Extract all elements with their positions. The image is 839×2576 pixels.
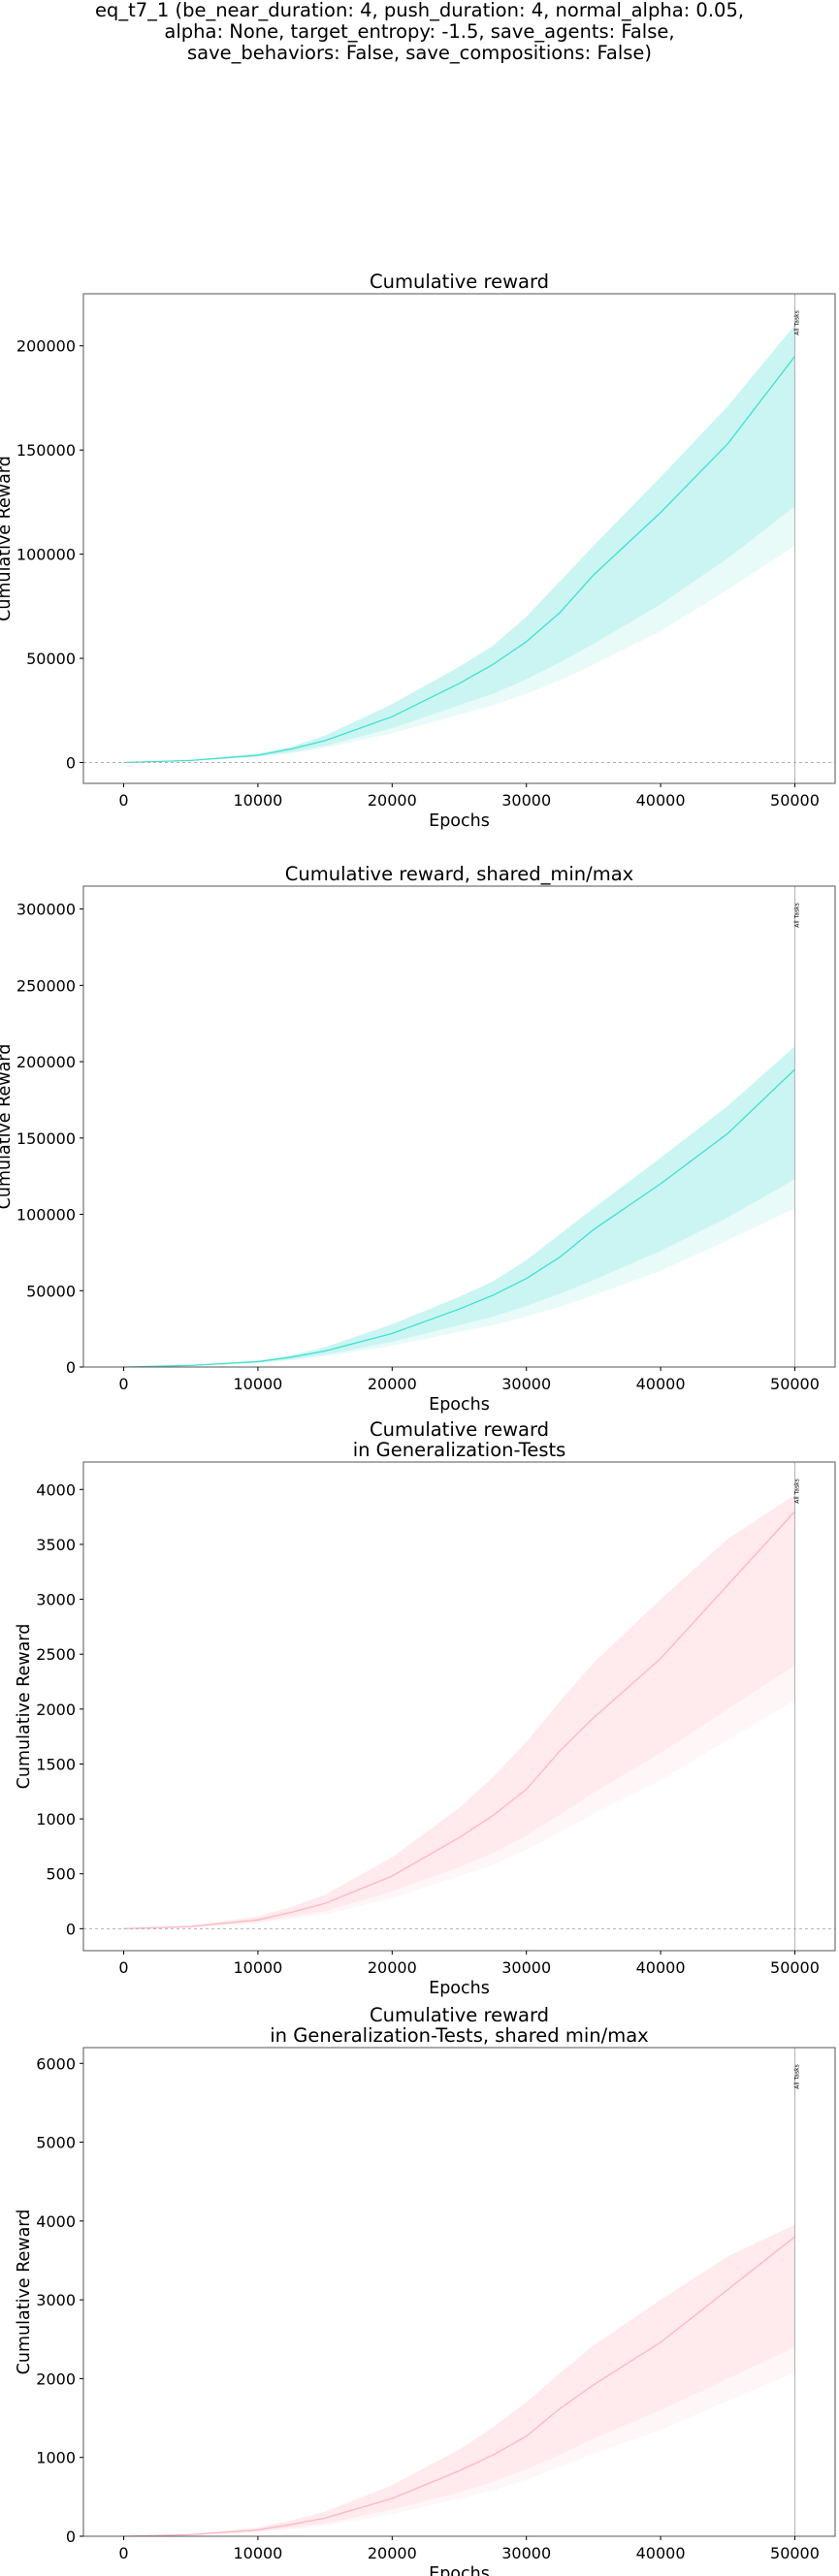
x-tick-label: 50000 (770, 1958, 820, 1977)
y-tick-label: 1500 (36, 1755, 76, 1773)
y-tick-label: 2000 (36, 2369, 76, 2388)
y-axis-label: Cumulative Reward (15, 1624, 34, 1790)
x-tick-label: 0 (118, 2544, 128, 2562)
y-tick-label: 0 (66, 1358, 76, 1377)
y-tick-label: 2500 (36, 1645, 76, 1664)
x-tick-label: 30000 (501, 2544, 551, 2562)
y-tick-label: 150000 (16, 1129, 76, 1148)
y-tick-label: 6000 (36, 2054, 76, 2073)
x-tick-label: 50000 (770, 2544, 820, 2562)
x-axis-label: Epochs (429, 1979, 490, 1998)
y-tick-label: 1000 (36, 1810, 76, 1829)
mean-line (123, 356, 796, 764)
x-tick-label: 0 (118, 1958, 128, 1977)
mean-line (123, 2236, 795, 2537)
min-max-band (123, 325, 795, 763)
x-tick-label: 20000 (368, 791, 417, 810)
x-tick-label: 50000 (770, 1375, 820, 1393)
x-tick-label: 20000 (368, 1375, 417, 1393)
x-axis-label: Epochs (429, 811, 490, 831)
figure-title-line: eq_t7_1 (be_near_duration: 4, push_durat… (94, 0, 745, 21)
y-tick-label: 500 (46, 1865, 76, 1884)
x-tick-label: 0 (118, 791, 128, 810)
x-tick-label: 10000 (233, 1958, 282, 1977)
x-tick-label: 10000 (233, 791, 282, 810)
chart-title: in Generalization-Tests (353, 1439, 566, 1461)
y-tick-label: 4000 (36, 2212, 76, 2231)
figure-title: eq_t7_1 (be_near_duration: 4, push_durat… (0, 0, 839, 64)
y-axis-label: Cumulative Reward (0, 1044, 15, 1210)
y-tick-label: 0 (66, 2528, 76, 2546)
x-tick-label: 40000 (636, 1958, 686, 1977)
x-tick-label: 50000 (770, 791, 820, 810)
y-tick-label: 100000 (16, 1206, 76, 1224)
chart-title: Cumulative reward (370, 1418, 549, 1441)
vline-label: All Tasks (793, 2064, 800, 2088)
x-tick-label: 20000 (368, 2544, 417, 2562)
x-tick-label: 10000 (233, 1375, 282, 1393)
y-tick-label: 2000 (36, 1701, 76, 1719)
min-max-band (123, 1495, 795, 1929)
y-axis-label: Cumulative Reward (15, 2210, 34, 2375)
x-tick-label: 30000 (501, 1375, 551, 1393)
x-tick-label: 40000 (636, 2544, 686, 2562)
x-tick-label: 30000 (501, 1958, 551, 1977)
quantile-band (123, 1046, 795, 1367)
y-tick-label: 50000 (26, 1282, 76, 1300)
x-tick-label: 0 (118, 1375, 128, 1393)
chart-1: Cumulative reward All Tasks 0 10000 20000 300… (0, 270, 836, 831)
y-tick-label: 0 (66, 754, 76, 773)
mean-line (123, 1068, 795, 1368)
x-tick-label: 10000 (233, 2544, 282, 2562)
chart-2: Cumulative reward, shared_min/max All Tas… (0, 863, 836, 1415)
plot-frame (82, 2047, 836, 2537)
x-tick-label: 20000 (368, 1958, 417, 1977)
x-tick-label: 40000 (636, 791, 686, 810)
x-axis-label: Epochs (429, 1395, 490, 1415)
plot-frame (82, 293, 836, 784)
quantile-band (123, 325, 795, 763)
y-tick-label: 4000 (36, 1480, 76, 1499)
chart-title: in Generalization-Tests, shared min/max (270, 2024, 648, 2047)
y-tick-label: 150000 (16, 441, 76, 460)
y-tick-label: 3500 (36, 1536, 76, 1554)
x-tick-label: 40000 (636, 1375, 686, 1393)
figure-title-line: alpha: None, target_entropy: -1.5, save_… (164, 20, 675, 43)
mean-line (123, 1511, 795, 1929)
y-tick-label: 5000 (36, 2134, 76, 2152)
y-tick-label: 250000 (16, 976, 76, 995)
y-tick-label: 300000 (16, 901, 76, 919)
vline-label: All Tasks (793, 1479, 800, 1503)
y-tick-label: 1000 (36, 2449, 76, 2467)
chart-title: Cumulative reward (370, 270, 549, 293)
quantile-band (123, 1495, 795, 1929)
y-tick-label: 0 (66, 1920, 76, 1938)
quantile-band (123, 2224, 795, 2536)
y-tick-label: 200000 (16, 1053, 76, 1071)
y-tick-label: 3000 (36, 1591, 76, 1609)
min-max-band (123, 2224, 795, 2536)
y-tick-label: 200000 (16, 337, 76, 356)
y-tick-label: 50000 (26, 650, 76, 668)
x-tick-label: 30000 (501, 791, 551, 810)
chart-title: Cumulative reward, shared_min/max (285, 863, 633, 885)
plot-frame (82, 1461, 836, 1952)
plot-frame (82, 885, 836, 1368)
vline-label: All Tasks (793, 903, 800, 927)
figure-title-line: save_behaviors: False, save_compositions… (186, 42, 653, 64)
y-tick-label: 100000 (16, 546, 76, 564)
y-axis-label: Cumulative Reward (0, 456, 15, 621)
chart-title: Cumulative reward (370, 2004, 549, 2026)
x-axis-label: Epochs (429, 2564, 490, 2576)
min-max-band (123, 1046, 795, 1367)
y-tick-label: 3000 (36, 2291, 76, 2309)
vline-label: All Tasks (793, 310, 800, 334)
